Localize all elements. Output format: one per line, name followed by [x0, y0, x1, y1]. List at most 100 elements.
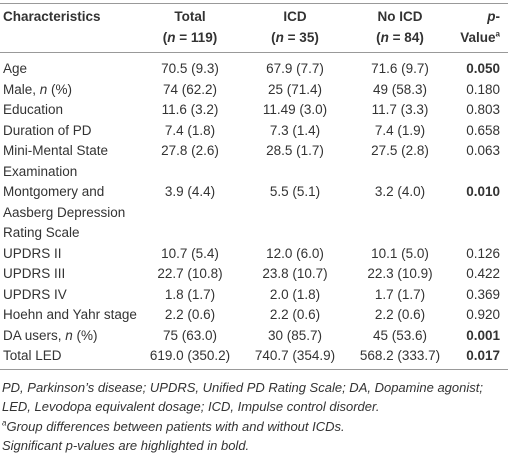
table-row: UPDRS III 22.7 (10.8) 23.8 (10.7) 22.3 (10.…: [0, 264, 508, 285]
footnote-text: PD, Parkinson’s disease; UPDRS, Unified …: [2, 379, 483, 415]
table-cell: 25 (71.4): [240, 80, 350, 101]
cell-value: 7.4 (1.9): [374, 122, 426, 138]
p-value-cell: 0.050: [450, 53, 508, 80]
table-cell: 28.5 (1.7): [240, 141, 350, 182]
header-cell: ICD (n = 35): [240, 4, 350, 53]
table-cell: 49 (58.3): [350, 80, 450, 101]
cell-value: 23.8 (10.7): [262, 266, 328, 281]
table-row: Age 70.5 (9.3) 67.9 (7.7) 71.6 (9.7) 0.050: [0, 53, 508, 80]
row-label: Male, n (%): [0, 80, 140, 101]
header-text: p: [487, 9, 496, 24]
table-row: Total LED 619.0 (350.2) 740.7 (354.9) 568.2…: [0, 346, 508, 369]
table-row: DA users, n (%) 75 (63.0) 30 (85.7) 45 (53.…: [0, 326, 508, 347]
footnote: Significant p-values are highlighted in …: [2, 436, 507, 456]
p-value-cell: 0.920: [450, 305, 508, 326]
table-cell: 7.3 (1.4): [240, 121, 350, 142]
text-segment: Duration of PD: [3, 122, 92, 138]
table-cell: 10.1 (5.0): [350, 244, 450, 265]
header-cell: Total (n = 119): [140, 4, 240, 53]
header-cell: No ICD (n = 84): [350, 4, 450, 53]
cell-value: 7.3 (1.4): [269, 122, 321, 138]
p-value: 0.180: [466, 81, 500, 97]
header-row: Characteristics Total (n = 119) ICD (n = 35)…: [0, 3, 508, 53]
text-segment: (: [271, 29, 276, 45]
table-cell: 30 (85.7): [240, 326, 350, 347]
table-cell: 12.0 (6.0): [240, 244, 350, 265]
text-segment: Education: [3, 102, 64, 117]
cell-value: 619.0 (350.2): [149, 348, 231, 363]
row-label: Hoehn and Yahr stage: [0, 305, 140, 326]
footnotes: PD, Parkinson’s disease; UPDRS, Unified …: [0, 370, 511, 456]
table-cell: 1.7 (1.7): [350, 285, 450, 306]
table-row: UPDRS IV 1.8 (1.7) 2.0 (1.8) 1.7 (1.7) 0.369: [0, 285, 508, 306]
table-cell: 7.4 (1.9): [350, 121, 450, 142]
row-label: Total LED: [0, 346, 140, 369]
cell-value: 10.1 (5.0): [371, 245, 429, 261]
table-cell: 2.0 (1.8): [240, 285, 350, 306]
cell-value: 10.7 (5.4): [161, 245, 219, 261]
table-cell: 22.7 (10.8): [140, 264, 240, 285]
page: Characteristics Total (n = 119) ICD (n = 35)…: [0, 3, 511, 473]
p-value: 0.017: [466, 348, 500, 363]
row-label: UPDRS IV: [0, 285, 140, 306]
table-cell: 23.8 (10.7): [240, 264, 350, 285]
cell-value: 71.6 (9.7): [371, 61, 429, 76]
row-label: Education: [0, 100, 140, 121]
header-text: Characteristics: [3, 9, 101, 24]
cell-value: 568.2 (333.7): [359, 348, 441, 363]
table-cell: 71.6 (9.7): [350, 53, 450, 80]
cell-value: 740.7 (354.9): [254, 348, 336, 363]
text-segment: n: [275, 29, 284, 45]
table-row: Duration of PD 7.4 (1.8) 7.3 (1.4) 7.4 (1.9…: [0, 121, 508, 142]
table-cell: 10.7 (5.4): [140, 244, 240, 265]
cell-value: 70.5 (9.3): [161, 61, 219, 76]
cell-value: 2.2 (0.6): [269, 307, 321, 322]
text-segment: Mini-Mental State Examination: [3, 143, 109, 179]
table-row: Mini-Mental State Examination 27.8 (2.6) 2…: [0, 141, 508, 182]
table-cell: 70.5 (9.3): [140, 53, 240, 80]
row-label: DA users, n (%): [0, 326, 140, 347]
cell-value: 25 (71.4): [267, 81, 323, 97]
table-cell: 67.9 (7.7): [240, 53, 350, 80]
text-segment: = 35): [283, 29, 319, 45]
data-table: Characteristics Total (n = 119) ICD (n = 35)…: [0, 3, 508, 370]
table-cell: 11.49 (3.0): [240, 100, 350, 121]
table-cell: 7.4 (1.8): [140, 121, 240, 142]
table-cell: 11.7 (3.3): [350, 100, 450, 121]
p-value-cell: 0.063: [450, 141, 508, 182]
p-value-cell: 0.010: [450, 182, 508, 244]
superscript: a: [2, 418, 7, 428]
p-value: 0.658: [466, 122, 500, 138]
table-cell: 568.2 (333.7): [350, 346, 450, 369]
table-cell: 740.7 (354.9): [240, 346, 350, 369]
text-segment: UPDRS III: [3, 266, 66, 281]
p-value-cell: 0.658: [450, 121, 508, 142]
header-text: No ICD: [377, 9, 423, 24]
p-value: 0.920: [466, 307, 500, 322]
cell-value: 7.4 (1.8): [164, 122, 216, 138]
text-segment: Montgomery and Aasberg Depression Rating…: [3, 184, 126, 240]
table-cell: 3.2 (4.0): [350, 182, 450, 244]
table-cell: 2.2 (0.6): [350, 305, 450, 326]
text-segment: UPDRS II: [3, 245, 62, 261]
cell-value: 3.2 (4.0): [374, 184, 426, 199]
p-value: 0.050: [466, 61, 500, 76]
table-cell: 27.8 (2.6): [140, 141, 240, 182]
cell-value: 67.9 (7.7): [266, 61, 324, 76]
text-segment: Male,: [3, 81, 40, 97]
text-segment: Age: [3, 61, 28, 76]
cell-value: 2.2 (0.6): [374, 307, 426, 322]
header-text: ICD: [283, 9, 307, 24]
text-segment: = 119): [175, 29, 218, 45]
cell-value: 45 (53.6): [372, 327, 428, 343]
cell-value: 27.5 (2.8): [371, 143, 429, 158]
text-segment: Total LED: [3, 348, 62, 363]
header-cell: p-Valuea: [450, 4, 508, 53]
table-cell: 2.2 (0.6): [140, 305, 240, 326]
p-value-cell: 0.422: [450, 264, 508, 285]
table-row: UPDRS II 10.7 (5.4) 12.0 (6.0) 10.1 (5.0) 0.…: [0, 244, 508, 265]
footnote: aGroup differences between patients with…: [2, 417, 507, 437]
row-label: Montgomery and Aasberg Depression Rating…: [0, 182, 140, 244]
cell-value: 2.0 (1.8): [269, 286, 321, 302]
cell-value: 49 (58.3): [372, 81, 428, 97]
